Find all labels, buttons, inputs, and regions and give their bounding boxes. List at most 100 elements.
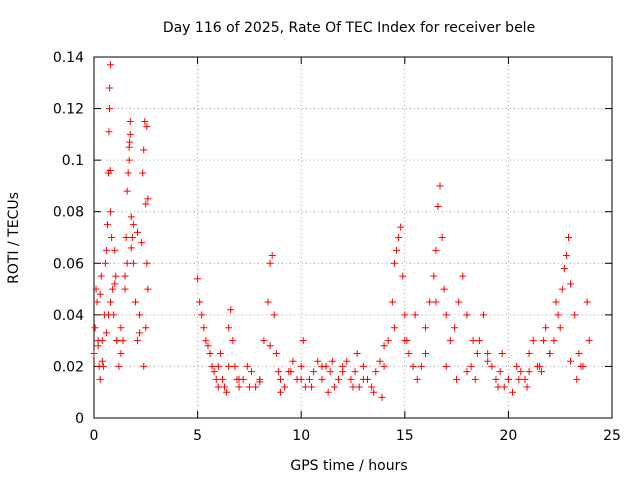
data-point — [577, 362, 585, 370]
data-point — [111, 246, 119, 254]
data-point — [107, 61, 115, 69]
data-point — [121, 272, 129, 280]
data-point — [99, 362, 107, 370]
data-point — [103, 221, 111, 229]
data-point — [243, 362, 251, 370]
data-point — [98, 357, 106, 365]
data-point — [140, 146, 148, 154]
data-point — [575, 350, 583, 358]
data-point — [97, 272, 105, 280]
data-point — [583, 298, 591, 306]
data-point — [550, 337, 558, 345]
data-point — [216, 350, 224, 358]
data-point — [212, 375, 220, 383]
data-point — [129, 259, 137, 267]
data-point — [256, 378, 264, 386]
data-point — [214, 362, 222, 370]
y-tick-label: 0.02 — [53, 359, 84, 375]
data-point — [200, 324, 208, 332]
data-point — [488, 362, 496, 370]
data-point — [123, 259, 131, 267]
data-point — [281, 383, 289, 391]
data-point — [498, 350, 506, 358]
data-point — [480, 311, 488, 319]
data-point — [334, 375, 342, 383]
data-point — [107, 208, 115, 216]
data-point — [328, 357, 336, 365]
data-point — [112, 272, 120, 280]
data-point — [272, 350, 280, 358]
data-point — [567, 357, 575, 365]
data-point — [206, 350, 214, 358]
data-point — [142, 200, 150, 208]
data-point — [125, 156, 133, 164]
data-point — [90, 350, 98, 358]
data-point — [105, 311, 113, 319]
data-point — [127, 213, 135, 221]
data-point — [409, 362, 417, 370]
data-point — [463, 368, 471, 376]
data-point — [101, 259, 109, 267]
data-point — [399, 272, 407, 280]
data-point — [266, 259, 274, 267]
data-point — [411, 311, 419, 319]
data-point — [471, 375, 479, 383]
tick-layer: 0 5 10 15 20 25 0 0.02 0.04 0.06 0.08 0.1 0.12 0.14 — [53, 50, 621, 444]
data-point — [126, 117, 134, 125]
data-point — [417, 362, 425, 370]
data-point — [314, 357, 322, 365]
data-point — [143, 259, 151, 267]
y-tick-label: 0.04 — [53, 308, 84, 324]
data-point — [339, 368, 347, 376]
data-point — [494, 383, 502, 391]
data-point — [124, 169, 132, 177]
data-point — [500, 383, 508, 391]
data-point — [560, 264, 568, 272]
data-point — [235, 383, 243, 391]
data-point — [98, 337, 106, 345]
data-point — [106, 105, 114, 113]
data-point — [107, 298, 115, 306]
data-point — [305, 375, 313, 383]
data-point — [535, 362, 543, 370]
data-point — [552, 298, 560, 306]
data-point — [196, 298, 204, 306]
data-point — [467, 362, 475, 370]
data-point — [129, 221, 137, 229]
data-point — [115, 362, 123, 370]
data-point — [91, 324, 99, 332]
data-point — [121, 285, 129, 293]
data-point — [359, 375, 367, 383]
data-point — [463, 311, 471, 319]
data-point — [260, 337, 268, 345]
data-point — [359, 362, 367, 370]
data-point — [558, 285, 566, 293]
data-point — [388, 298, 396, 306]
data-point — [438, 234, 446, 241]
data-point — [422, 350, 430, 358]
data-point — [127, 244, 135, 252]
data-point — [204, 342, 212, 350]
data-point — [413, 375, 421, 383]
data-point — [102, 246, 110, 254]
data-point — [349, 383, 357, 391]
data-point — [299, 337, 307, 345]
data-points — [90, 61, 593, 401]
data-point — [351, 368, 359, 376]
data-point — [297, 375, 305, 383]
data-point — [210, 368, 218, 376]
data-point — [492, 375, 500, 383]
data-point — [308, 383, 316, 391]
data-point — [227, 306, 235, 314]
y-tick-label: 0.14 — [53, 50, 84, 66]
data-point — [380, 342, 388, 350]
data-point — [347, 375, 355, 383]
data-point — [517, 368, 525, 376]
data-point — [401, 311, 409, 319]
data-point — [567, 280, 575, 288]
data-point — [245, 383, 253, 391]
data-point — [144, 195, 152, 203]
data-point — [525, 368, 533, 376]
data-point — [270, 311, 278, 319]
